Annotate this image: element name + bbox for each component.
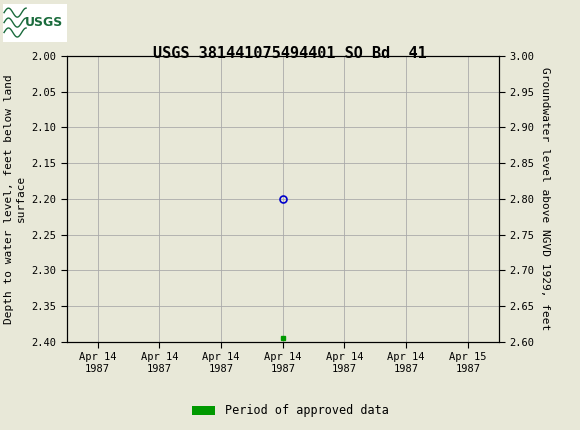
Y-axis label: Groundwater level above NGVD 1929, feet: Groundwater level above NGVD 1929, feet (540, 67, 550, 331)
Text: USGS 381441075494401 SO Bd  41: USGS 381441075494401 SO Bd 41 (153, 46, 427, 61)
Y-axis label: Depth to water level, feet below land
surface: Depth to water level, feet below land su… (4, 74, 26, 324)
Bar (3, 3, 67, 42)
Legend: Period of approved data: Period of approved data (187, 399, 393, 422)
Text: USGS: USGS (24, 16, 63, 29)
